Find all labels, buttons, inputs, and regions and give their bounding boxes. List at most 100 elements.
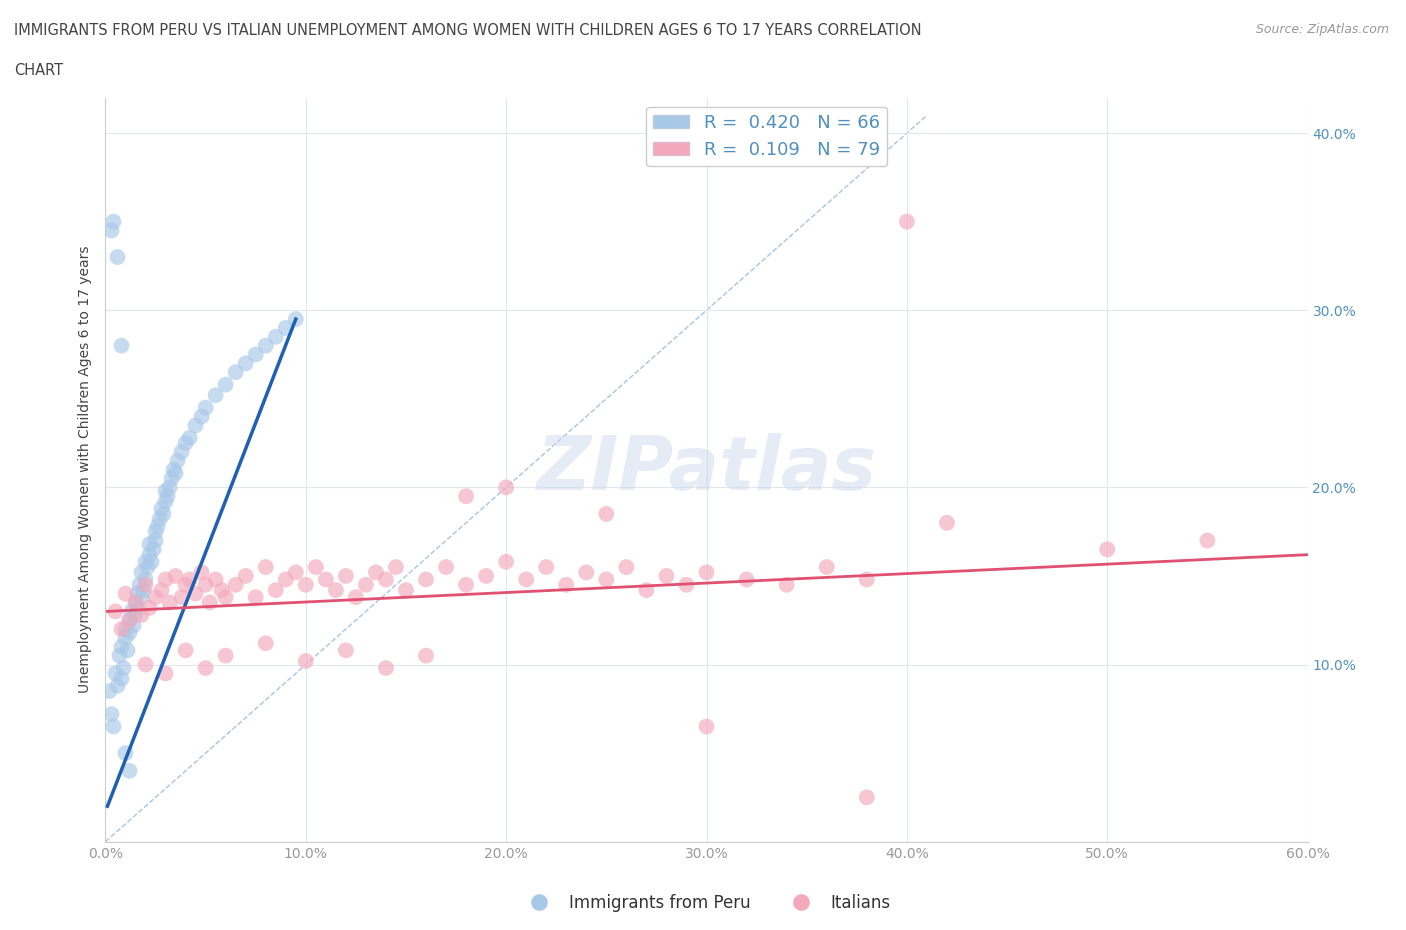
Point [696,565,718,579]
Point [254,636,277,651]
Point [174,435,197,450]
Point [156,489,179,504]
Point [114,621,136,636]
Point [495,480,517,495]
Point [344,590,367,604]
Point [110,639,132,654]
Point [274,572,297,587]
Point [776,578,799,592]
Point [110,621,132,636]
Point [575,565,598,579]
Point [295,654,318,669]
Point [118,613,141,628]
Point [675,578,697,592]
Point [595,572,617,587]
Point [184,586,207,601]
Point [112,660,135,675]
Point [162,462,184,477]
Text: IMMIGRANTS FROM PERU VS ITALIAN UNEMPLOYMENT AMONG WOMEN WITH CHILDREN AGES 6 TO: IMMIGRANTS FROM PERU VS ITALIAN UNEMPLOY… [14,23,922,38]
Point [214,648,236,663]
Point [110,671,132,686]
Point [655,568,678,583]
Point [131,607,153,622]
Point [735,572,758,587]
Point [124,595,146,610]
Point [325,583,347,598]
Point [495,554,517,569]
Point [335,643,357,658]
Point [141,554,163,569]
Point [335,568,357,583]
Point [100,223,122,238]
Point [117,643,139,658]
Point [211,583,233,598]
Point [152,507,174,522]
Point [124,595,146,610]
Point [136,560,159,575]
Point [595,507,617,522]
Point [145,590,167,604]
Point [815,560,838,575]
Point [174,578,197,592]
Point [354,578,377,592]
Point [138,547,160,562]
Point [179,572,201,587]
Point [170,445,193,459]
Point [225,578,247,592]
Point [148,512,170,526]
Point [138,537,160,551]
Point [415,648,437,663]
Point [100,707,122,722]
Point [295,578,318,592]
Point [235,568,257,583]
Point [121,604,143,618]
Point [127,601,149,616]
Point [107,678,129,693]
Point [315,572,337,587]
Point [245,347,267,362]
Legend: Immigrants from Peru, Italians: Immigrants from Peru, Italians [516,887,897,919]
Point [305,560,328,575]
Point [103,214,125,229]
Point [98,684,121,698]
Point [190,409,212,424]
Point [245,590,267,604]
Point [696,719,718,734]
Point [214,590,236,604]
Point [204,572,226,587]
Text: ZIPatlas: ZIPatlas [537,433,876,506]
Point [107,249,129,264]
Point [198,595,221,610]
Point [135,554,157,569]
Point [395,583,418,598]
Point [114,631,136,645]
Point [254,339,277,353]
Point [284,312,307,326]
Point [274,321,297,336]
Point [165,466,187,481]
Point [160,472,183,486]
Point [104,604,127,618]
Point [179,431,201,445]
Point [150,501,173,516]
Point [145,533,167,548]
Point [114,746,136,761]
Point [155,572,177,587]
Point [155,484,177,498]
Point [194,400,217,415]
Point [896,214,918,229]
Point [636,583,658,598]
Point [108,648,131,663]
Point [374,660,398,675]
Point [254,560,277,575]
Point [131,590,153,604]
Point [855,572,877,587]
Text: Source: ZipAtlas.com: Source: ZipAtlas.com [1256,23,1389,36]
Point [165,568,187,583]
Point [174,643,197,658]
Point [131,565,153,579]
Point [114,586,136,601]
Point [159,595,181,610]
Point [190,565,212,579]
Point [194,578,217,592]
